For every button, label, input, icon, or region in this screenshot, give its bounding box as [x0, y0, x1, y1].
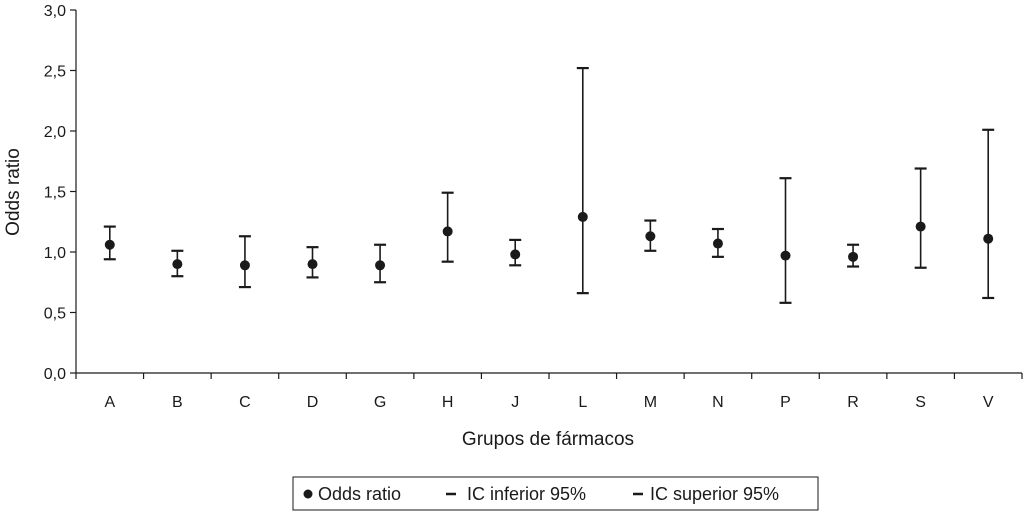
x-tick-label: A [104, 394, 115, 411]
odds-ratio-point-H [442, 226, 453, 237]
odds-ratio-point-M [645, 231, 656, 242]
y-tick-label: 2,0 [44, 124, 66, 141]
x-tick-label: P [780, 394, 791, 411]
legend-odds-ratio-label: Odds ratio [318, 484, 401, 504]
odds-ratio-point-R [848, 251, 859, 262]
odds-ratio-point-V [983, 233, 994, 244]
y-tick-label: 0,0 [44, 366, 66, 383]
x-tick-label: C [239, 394, 251, 411]
x-axis-title: Grupos de fármacos [462, 429, 634, 450]
odds-ratio-point-J [510, 249, 521, 260]
x-tick-label: L [578, 394, 587, 411]
plot-area [103, 66, 995, 304]
x-tick-label: B [172, 394, 183, 411]
legend: Odds ratio IC inferior 95% IC superior 9… [292, 476, 819, 511]
legend-ic-superior-label: IC superior 95% [650, 484, 779, 504]
x-tick-label: R [847, 394, 859, 411]
odds-ratio-point-A [104, 239, 115, 250]
y-axis-title: Odds ratio [3, 148, 24, 236]
x-tick-label: V [983, 394, 994, 411]
axes: 0,0 0,5 1,0 1,5 2,0 2,5 3,0 A B C D G H J L M N P R S V [44, 3, 1023, 411]
legend-ic-inferior-label: IC inferior 95% [467, 484, 586, 504]
odds-ratio-point-N [712, 238, 723, 249]
y-tick-label: 3,0 [44, 3, 66, 20]
odds-ratio-point-L [577, 211, 588, 222]
x-tick-label: M [644, 394, 657, 411]
x-tick-label: G [374, 394, 386, 411]
odds-ratio-point-B [172, 259, 183, 270]
y-tick-label: 1,0 [44, 245, 66, 262]
odds-ratio-point-G [375, 260, 386, 271]
legend-odds-ratio-marker [303, 489, 313, 499]
x-tick-label: S [915, 394, 926, 411]
x-tick-label: D [307, 394, 319, 411]
y-tick-label: 1,5 [44, 185, 66, 202]
x-tick-label: N [712, 394, 724, 411]
y-tick-label: 0,5 [44, 306, 66, 323]
x-tick-label: H [442, 394, 454, 411]
odds-ratio-point-S [915, 221, 926, 232]
y-tick-label: 2,5 [44, 64, 66, 81]
legend-box [292, 476, 819, 511]
odds-ratio-point-D [307, 259, 318, 270]
x-tick-label: J [511, 394, 519, 411]
odds-ratio-point-C [239, 260, 250, 271]
odds-ratio-point-P [780, 250, 791, 261]
